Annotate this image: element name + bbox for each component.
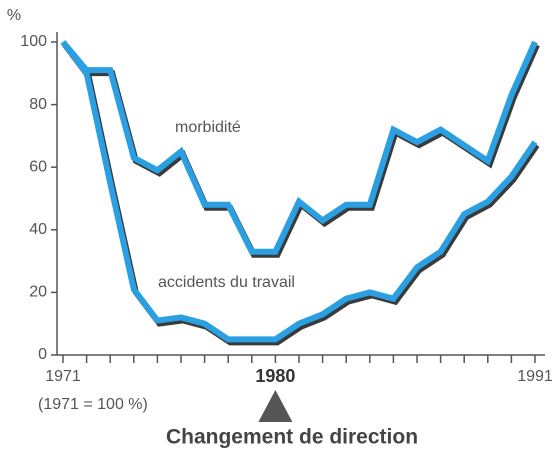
y-tick-label: 60 <box>29 158 47 175</box>
series-label: morbidité <box>175 119 241 136</box>
y-tick-label: 20 <box>29 284 47 301</box>
direction-marker <box>258 390 293 422</box>
x-tick-label: 1991 <box>517 368 553 385</box>
x-tick-label: 1980 <box>255 366 295 386</box>
caption: Changement de direction <box>166 426 418 449</box>
note: (1971 = 100 %) <box>38 396 148 413</box>
y-tick-label: 0 <box>38 346 47 363</box>
series-line <box>60 40 538 255</box>
x-tick-label: 1971 <box>45 368 81 385</box>
series-line <box>60 40 538 343</box>
y-tick-label: 40 <box>29 221 47 238</box>
y-axis-label: % <box>7 7 21 24</box>
y-tick-label: 80 <box>29 96 47 113</box>
series-label: accidents du travail <box>158 274 295 291</box>
y-tick-label: 100 <box>20 33 47 50</box>
